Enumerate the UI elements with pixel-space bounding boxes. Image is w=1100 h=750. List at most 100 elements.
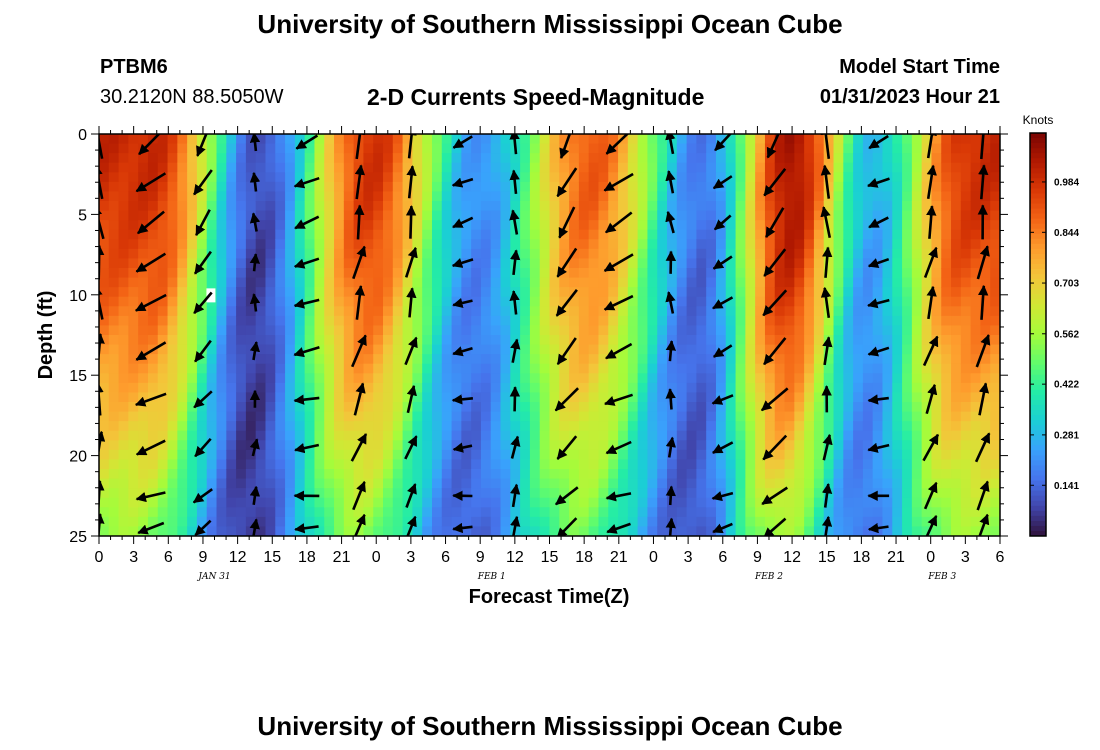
current-arrow <box>712 296 734 310</box>
heatmap-cell <box>872 488 884 499</box>
heatmap-cell <box>804 354 815 365</box>
heatmap-cell <box>539 210 551 221</box>
heatmap-cell <box>902 229 913 240</box>
heatmap-cell <box>187 210 198 221</box>
heatmap-cell <box>255 402 267 413</box>
heatmap-cell <box>226 488 237 499</box>
heatmap-cell <box>804 516 815 528</box>
heatmap-cell <box>520 526 531 536</box>
heatmap-cell <box>392 210 404 221</box>
heatmap-cell <box>637 220 649 231</box>
heatmap-cell <box>872 516 884 528</box>
heatmap-cell <box>373 469 384 480</box>
heatmap-cell <box>598 296 609 307</box>
heatmap-cell <box>755 382 766 394</box>
heatmap-cell <box>334 134 345 145</box>
heatmap-cell <box>578 440 590 451</box>
heatmap-cell <box>569 239 580 250</box>
heatmap-cell <box>324 287 335 298</box>
heatmap-cell <box>206 181 218 193</box>
heatmap-cell <box>216 344 227 355</box>
heatmap-cell <box>471 373 482 384</box>
heatmap-cell <box>441 411 453 422</box>
heatmap-cell <box>598 478 609 489</box>
heatmap-cell <box>813 469 825 480</box>
heatmap-cell <box>187 449 198 461</box>
heatmap-cell <box>588 201 600 212</box>
heatmap-cell <box>862 229 874 240</box>
heatmap-cell <box>902 315 913 327</box>
heatmap-cell <box>559 134 570 145</box>
heatmap-cell <box>667 315 678 327</box>
heatmap-cell <box>275 229 286 240</box>
heatmap-cell <box>167 296 178 307</box>
heatmap-cell <box>177 172 188 183</box>
heatmap-cell <box>676 143 688 154</box>
heatmap-cell <box>970 134 982 145</box>
heatmap-cell <box>686 134 697 145</box>
heatmap-cell <box>480 421 492 432</box>
heatmap-cell <box>402 153 413 164</box>
current-arrow <box>451 258 474 268</box>
heatmap-cell <box>715 134 727 145</box>
heatmap-cell <box>931 363 942 374</box>
heatmap-cell <box>872 162 884 173</box>
heatmap-cell <box>128 143 139 154</box>
heatmap-cell <box>99 229 110 240</box>
heatmap-cell <box>177 258 188 269</box>
heatmap-cell <box>314 421 325 432</box>
heatmap-cell <box>892 392 903 403</box>
heatmap-cell <box>902 507 913 518</box>
heatmap-cell <box>314 268 325 279</box>
heatmap-cell <box>236 440 247 451</box>
heatmap-cell <box>422 287 433 298</box>
heatmap-cell <box>294 507 306 518</box>
heatmap-cell <box>167 430 178 441</box>
heatmap-cell <box>187 277 198 288</box>
colorbar-tick-label: 0.703 <box>1054 279 1079 290</box>
heatmap-cell <box>412 402 423 413</box>
heatmap-cell <box>725 344 737 355</box>
heatmap-cell <box>725 229 737 240</box>
heatmap-cell <box>794 421 805 432</box>
heatmap-cell <box>637 402 649 413</box>
heatmap-cell <box>216 287 227 298</box>
heatmap-cell <box>177 268 188 279</box>
heatmap-cell <box>118 229 129 240</box>
heatmap-cell <box>461 335 472 346</box>
heatmap-cell <box>549 335 560 346</box>
heatmap-cell <box>206 430 218 441</box>
heatmap-cell <box>265 325 276 336</box>
heatmap-cell <box>118 526 129 536</box>
heatmap-cell <box>392 497 404 508</box>
heatmap-cell <box>118 373 129 384</box>
heatmap-cell <box>343 220 355 231</box>
heatmap-cell <box>931 277 942 288</box>
heatmap-cell <box>108 354 120 365</box>
heatmap-cell <box>755 440 766 451</box>
heatmap-cell <box>324 526 335 536</box>
heatmap-cell <box>157 306 169 317</box>
heatmap-cell <box>451 172 462 183</box>
heatmap-cell <box>862 497 874 508</box>
heatmap-cell <box>510 411 521 422</box>
heatmap-cell <box>637 507 649 518</box>
heatmap-cell <box>128 507 139 518</box>
heatmap-cell <box>745 497 756 508</box>
heatmap-cell <box>392 239 404 250</box>
heatmap-cell <box>931 373 942 384</box>
y-tick-label: 15 <box>69 368 87 385</box>
heatmap-cell <box>147 162 159 173</box>
heatmap-cell <box>853 229 864 240</box>
y-tick-label: 5 <box>78 207 87 224</box>
heatmap-cell <box>216 172 227 183</box>
heatmap-cell <box>853 411 864 422</box>
heatmap-cell <box>431 325 443 336</box>
heatmap-cell <box>431 153 443 164</box>
heatmap-cell <box>902 373 913 384</box>
heatmap-cell <box>461 210 472 221</box>
heatmap-cell <box>500 248 511 260</box>
heatmap-cell <box>549 143 560 154</box>
heatmap-cell <box>764 363 776 374</box>
heatmap-cell <box>833 191 844 202</box>
